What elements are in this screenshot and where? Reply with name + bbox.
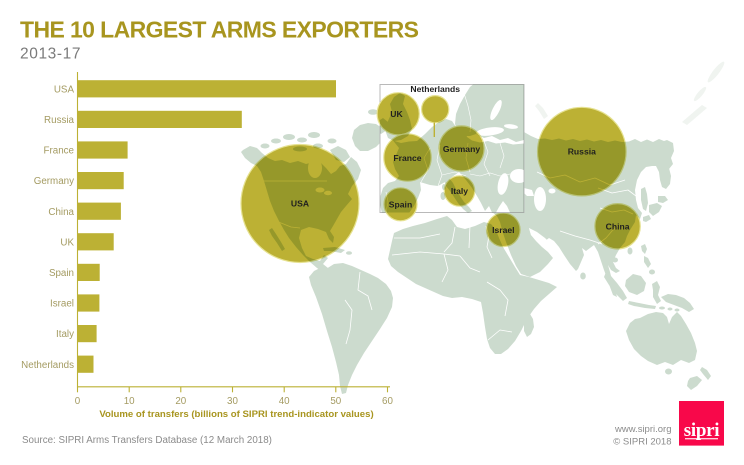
svg-text:Spain: Spain (389, 199, 412, 209)
svg-text:30: 30 (227, 396, 238, 407)
svg-text:Russia: Russia (44, 115, 74, 126)
svg-text:Netherlands: Netherlands (410, 84, 460, 94)
svg-text:France: France (44, 146, 75, 157)
svg-text:20: 20 (175, 396, 186, 407)
svg-text:2013-17: 2013-17 (20, 46, 81, 63)
svg-text:China: China (606, 221, 630, 231)
svg-text:0: 0 (75, 396, 81, 407)
svg-text:China: China (48, 207, 74, 218)
svg-text:10: 10 (124, 396, 135, 407)
svg-text:Volume of transfers (billions: Volume of transfers (billions of SIPRI t… (99, 409, 373, 420)
svg-text:Israel: Israel (492, 225, 514, 235)
svg-text:UK: UK (390, 109, 403, 119)
svg-text:© SIPRI 2018: © SIPRI 2018 (613, 437, 671, 448)
svg-text:USA: USA (291, 199, 309, 209)
svg-text:60: 60 (382, 396, 393, 407)
svg-text:Source: SIPRI Arms Transfers D: Source: SIPRI Arms Transfers Database (1… (22, 435, 272, 446)
svg-text:France: France (393, 153, 421, 163)
svg-text:40: 40 (279, 396, 290, 407)
svg-text:50: 50 (330, 396, 341, 407)
svg-text:Israel: Israel (50, 299, 74, 310)
svg-text:UK: UK (60, 237, 74, 248)
svg-text:USA: USA (54, 84, 75, 95)
svg-text:Netherlands: Netherlands (21, 360, 74, 371)
svg-text:Germany: Germany (443, 144, 480, 154)
svg-text:Italy: Italy (451, 186, 468, 196)
svg-text:Spain: Spain (49, 268, 74, 279)
svg-text:Italy: Italy (56, 329, 74, 340)
svg-text:www.sipri.org: www.sipri.org (614, 424, 672, 435)
svg-text:Germany: Germany (34, 176, 74, 187)
svg-text:sipri: sipri (684, 420, 719, 441)
svg-text:Russia: Russia (568, 147, 596, 157)
svg-text:THE 10 LARGEST ARMS EXPORTERS: THE 10 LARGEST ARMS EXPORTERS (20, 17, 419, 43)
